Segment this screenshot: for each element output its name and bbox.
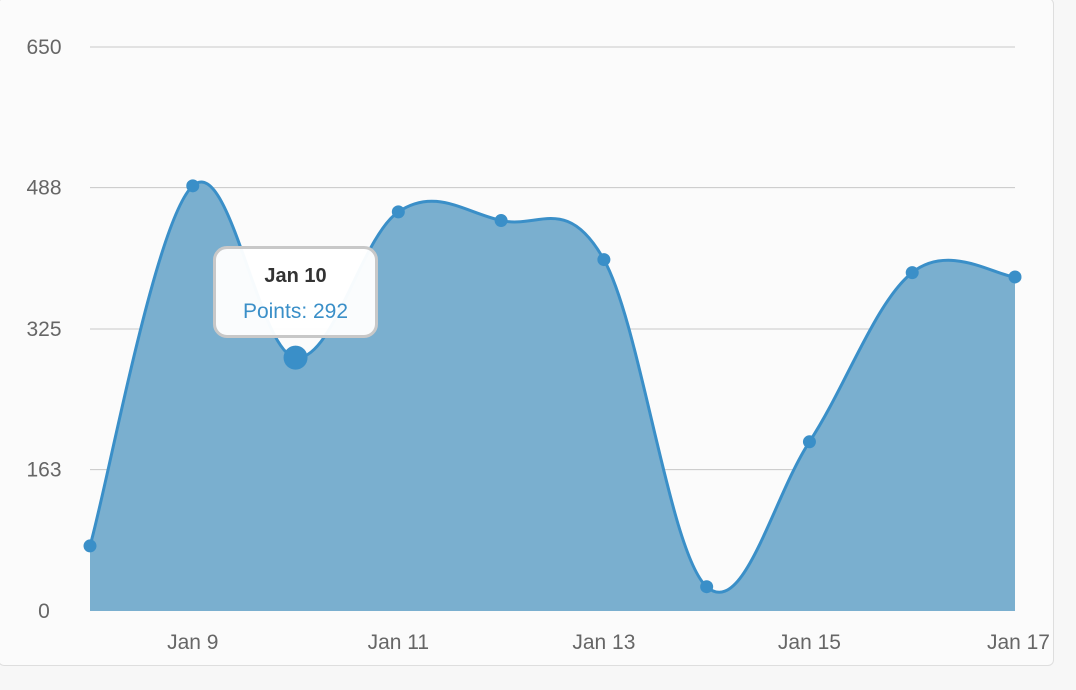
tooltip-title: Jan 10 [264,265,327,287]
y-tick-label: 0 [38,600,50,623]
y-axis-ticks: 650 488 325 163 0 [26,36,61,623]
series-line [88,180,1016,594]
data-point[interactable] [186,179,200,193]
x-tick-label: Jan 11 [368,631,430,654]
y-tick-label: 650 [26,36,61,59]
data-point[interactable] [597,253,611,267]
x-tick-label: Jan 13 [572,631,635,654]
data-point[interactable] [1008,270,1022,284]
y-tick-label: 325 [26,318,61,341]
data-point[interactable] [802,435,816,449]
data-point[interactable] [83,539,97,553]
x-tick-label: Jan 9 [167,631,218,654]
data-point-highlighted[interactable] [283,345,308,370]
data-point[interactable] [905,266,919,280]
tooltip-value: Points: 292 [242,300,349,323]
x-tick-label: Jan 15 [778,631,841,654]
y-tick-label: 163 [26,459,61,482]
data-point[interactable] [391,205,405,219]
tooltip: Jan 10 Points: 292 [213,246,378,338]
data-point[interactable] [494,214,508,228]
data-points [83,179,1022,594]
data-point[interactable] [700,580,714,594]
x-axis-ticks: Jan 9 Jan 11 Jan 13 Jan 15 Jan 17 [167,631,1050,654]
x-tick-label: Jan 17 [987,631,1050,654]
area-fill [90,181,1015,612]
y-tick-label: 488 [26,177,61,200]
